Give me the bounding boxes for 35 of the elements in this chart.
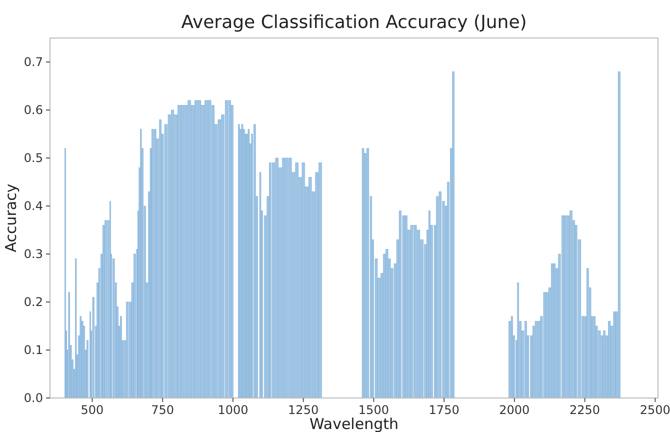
bar <box>366 148 370 398</box>
y-tick-label: 0.6 <box>24 103 43 118</box>
y-tick-label: 0.0 <box>24 391 43 406</box>
x-axis-title: Wavelength <box>310 415 398 432</box>
x-tick-label: 1250 <box>288 403 319 417</box>
x-tick-label: 750 <box>151 403 174 417</box>
bar <box>413 225 417 398</box>
bar <box>562 215 564 398</box>
y-tick-label: 0.2 <box>24 295 43 310</box>
x-tick-label: 2500 <box>640 403 670 417</box>
bar <box>208 100 212 398</box>
bar <box>288 158 292 398</box>
x-tick-label: 500 <box>80 403 104 417</box>
y-tick-label: 0.4 <box>24 199 43 214</box>
x-tick-label: 1500 <box>358 403 389 417</box>
bar <box>318 162 322 398</box>
x-tick-label: 2250 <box>570 403 600 417</box>
bar <box>225 100 228 398</box>
x-tick-label: 2000 <box>499 403 530 417</box>
y-axis-title: Accuracy <box>2 184 20 252</box>
bar <box>438 191 442 398</box>
bar <box>126 302 129 398</box>
x-tick-label: 1750 <box>428 403 460 417</box>
bar <box>543 292 546 398</box>
chart-title: Average Classification Accuracy (June) <box>181 12 527 33</box>
x-tick-label: 1000 <box>218 403 248 417</box>
y-tick-label: 0.3 <box>24 247 43 262</box>
y-tick-label: 0.7 <box>24 55 43 70</box>
y-tick-label: 0.1 <box>24 343 43 358</box>
bar <box>228 100 231 398</box>
bar <box>285 158 288 398</box>
bar <box>618 71 620 398</box>
y-tick-label: 0.5 <box>24 151 43 166</box>
bar <box>410 225 414 398</box>
bar <box>398 210 402 398</box>
